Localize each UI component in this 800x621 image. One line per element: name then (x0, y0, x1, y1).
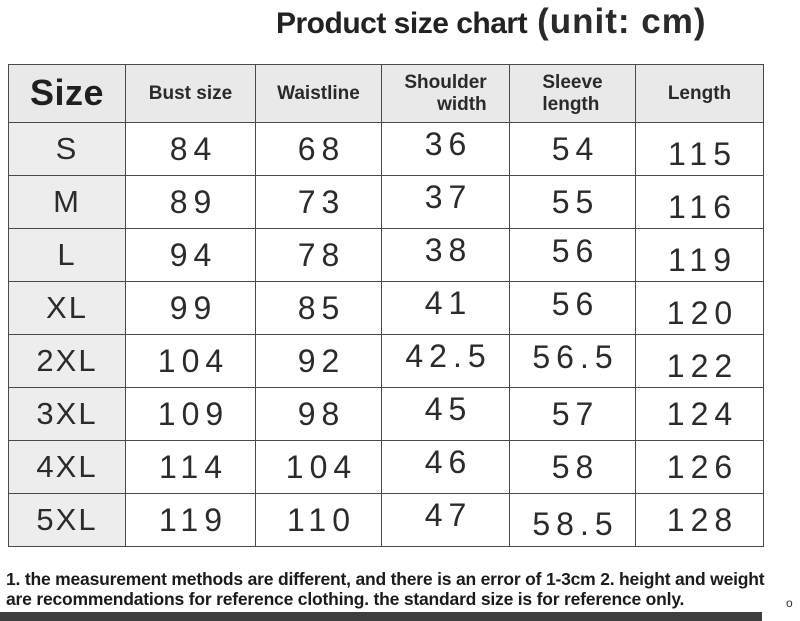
sleeve-value: 58 (509, 440, 636, 494)
size-label: 3XL (8, 387, 126, 441)
size-label: 4XL (8, 440, 126, 494)
shoulder-value: 41 (381, 281, 510, 335)
length-value: 120 (635, 281, 764, 335)
table-row-s: S 84 68 36 54 115 (8, 122, 764, 176)
shoulder-value: 47 (381, 493, 510, 547)
bust-value: 109 (125, 387, 256, 441)
waist-value: 68 (255, 122, 382, 176)
table-row-5xl: 5XL 119 110 47 58.5 128 (8, 493, 764, 547)
header-bust-size: Bust size (125, 64, 256, 123)
bust-value: 119 (125, 493, 256, 547)
length-value: 124 (635, 387, 764, 441)
length-value: 122 (635, 334, 764, 388)
size-label: 2XL (8, 334, 126, 388)
waist-value: 98 (255, 387, 382, 441)
bust-value: 89 (125, 175, 256, 229)
table-row-l: L 94 78 38 56 119 (8, 228, 764, 282)
shoulder-value: 36 (381, 122, 510, 176)
note-line-2: are recommendations for reference clothi… (6, 588, 685, 609)
waist-value: 78 (255, 228, 382, 282)
title-text: Product size chart (276, 7, 528, 40)
header-shoulder-line1: Shoulder (404, 72, 487, 94)
header-shoulder-width: Shoulder width (381, 64, 510, 123)
sleeve-value: 58.5 (509, 493, 636, 547)
size-label: XL (8, 281, 126, 335)
bottom-banner-edge (0, 612, 762, 621)
table-row-2xl: 2XL 104 92 42.5 56.5 122 (8, 334, 764, 388)
size-label: L (8, 228, 126, 282)
bust-value: 99 (125, 281, 256, 335)
size-table: Size Bust size Waistline Shoulder width … (8, 64, 764, 547)
waist-value: 85 (255, 281, 382, 335)
measurement-note: 1. the measurement methods are different… (6, 569, 794, 609)
sleeve-value: 56.5 (509, 334, 636, 388)
title-unit: (unit: cm) (537, 2, 707, 41)
table-row-xl: XL 99 85 41 56 120 (8, 281, 764, 335)
length-value: 126 (635, 440, 764, 494)
waist-value: 92 (255, 334, 382, 388)
table-row-3xl: 3XL 109 98 45 57 124 (8, 387, 764, 441)
header-sleeve-length: Sleeve length (509, 64, 636, 123)
length-value: 115 (635, 122, 764, 176)
table-row-4xl: 4XL 114 104 46 58 126 (8, 440, 764, 494)
header-shoulder-line2: width (437, 93, 487, 115)
waist-value: 104 (255, 440, 382, 494)
header-waistline: Waistline (255, 64, 382, 123)
shoulder-value: 46 (381, 440, 510, 494)
corner-mark: o (786, 596, 793, 610)
shoulder-value: 42.5 (381, 334, 510, 388)
header-sleeve-line1: Sleeve (542, 72, 603, 94)
header-row: Size Bust size Waistline Shoulder width … (8, 64, 764, 123)
bust-value: 84 (125, 122, 256, 176)
size-label: S (8, 122, 126, 176)
sleeve-value: 54 (509, 122, 636, 176)
length-value: 119 (635, 228, 764, 282)
sleeve-value: 56 (509, 228, 636, 282)
size-label: M (8, 175, 126, 229)
waist-value: 73 (255, 175, 382, 229)
header-sleeve-line2: length (542, 93, 600, 115)
bust-value: 94 (125, 228, 256, 282)
note-line-1: 1. the measurement methods are different… (6, 569, 765, 589)
bust-value: 104 (125, 334, 256, 388)
shoulder-value: 38 (381, 228, 510, 282)
header-size: Size (8, 64, 126, 123)
sleeve-value: 57 (509, 387, 636, 441)
waist-value: 110 (255, 493, 382, 547)
sleeve-value: 55 (509, 175, 636, 229)
shoulder-value: 45 (381, 387, 510, 441)
sleeve-value: 56 (509, 281, 636, 335)
length-value: 128 (635, 493, 764, 547)
bust-value: 114 (125, 440, 256, 494)
shoulder-value: 37 (381, 175, 510, 229)
table-row-m: M 89 73 37 55 116 (8, 175, 764, 229)
page-title: Product size chart (unit: cm) (276, 2, 707, 42)
size-label: 5XL (8, 493, 126, 547)
length-value: 116 (635, 175, 764, 229)
header-length: Length (635, 64, 764, 123)
